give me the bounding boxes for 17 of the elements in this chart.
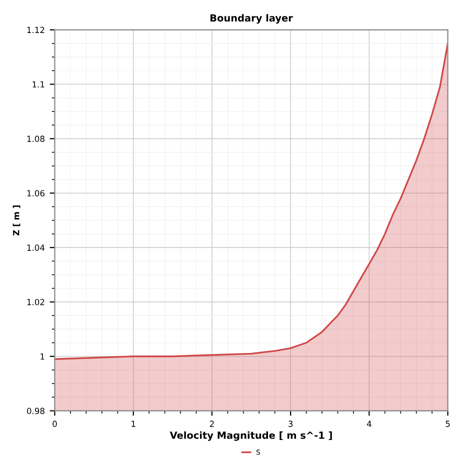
- x-tick-label: 2: [210, 420, 214, 427]
- y-axis-title: Z [ m ]: [12, 206, 20, 236]
- y-tick-label: 1.12: [27, 26, 44, 33]
- x-tick-label: 4: [366, 420, 372, 427]
- y-tick-label: 1.08: [27, 136, 44, 142]
- x-tick-label: 3: [288, 420, 293, 427]
- y-tick-label: 1.1: [32, 81, 44, 88]
- x-tick-label: 5: [446, 420, 450, 427]
- y-tick-label: 1.06: [27, 190, 44, 196]
- y-tick-label: 1.02: [27, 298, 44, 306]
- x-tick-label: 0: [52, 420, 57, 427]
- x-axis-title: Velocity Magnitude [ m s^-1 ]: [170, 431, 332, 441]
- y-tick-label: 1: [40, 353, 44, 360]
- y-tick-label: 1.04: [27, 244, 45, 251]
- x-tick-label: 1: [132, 420, 136, 427]
- chart-title: Boundary layer: [210, 14, 293, 24]
- y-tick-label: 0.98: [26, 408, 44, 414]
